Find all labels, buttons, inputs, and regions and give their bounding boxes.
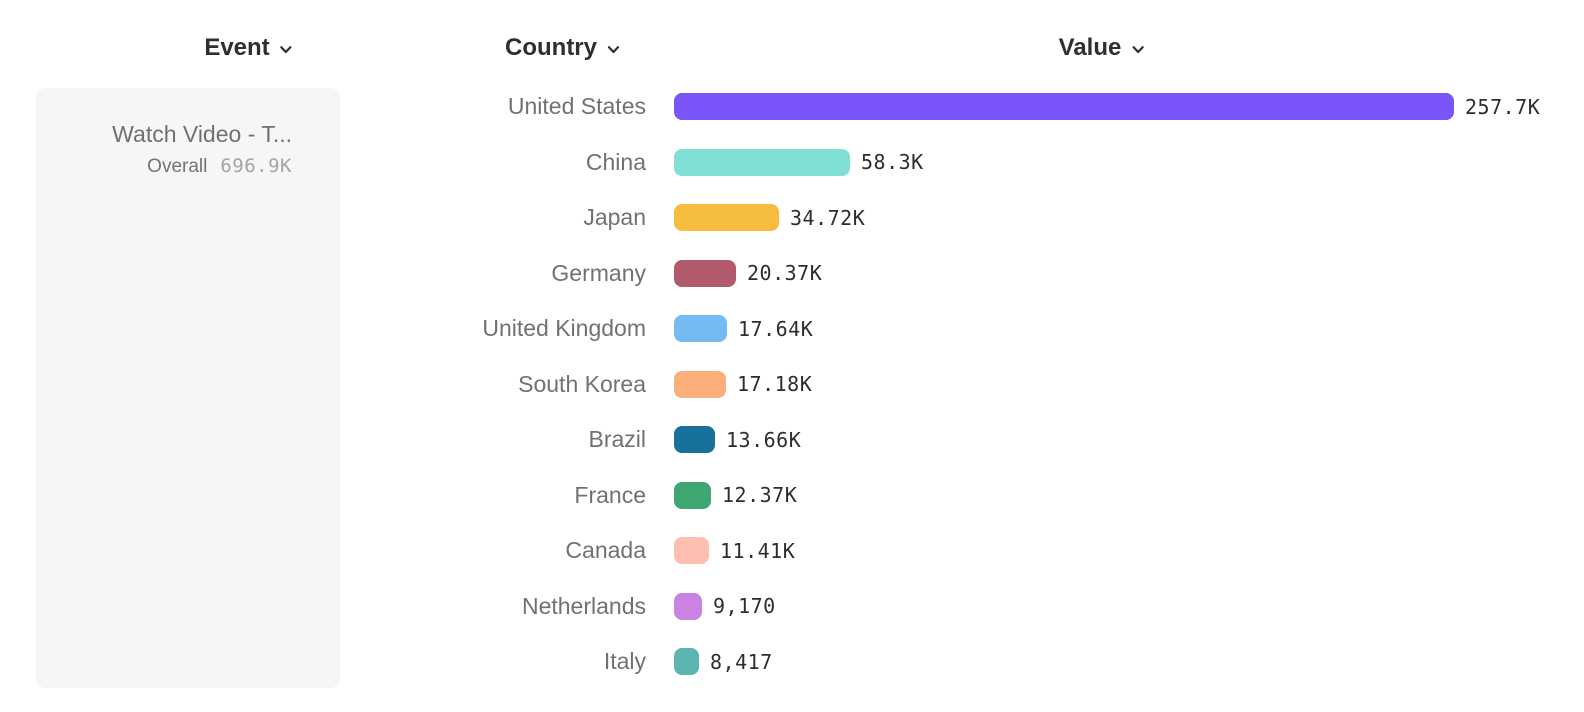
country-label: United States [507,93,646,120]
country-label: Italy [603,648,646,675]
value-bar[interactable] [674,315,727,343]
country-row: South Korea 17.18K [0,357,1584,413]
value-label: 11.41K [720,538,796,563]
country-label: United Kingdom [482,315,646,342]
country-row: Japan 34.72K [0,190,1584,246]
value-label: 257.7K [1465,94,1541,119]
value-label: 17.64K [738,316,814,341]
column-header-value-label: Value [1058,34,1122,61]
country-row: United Kingdom 17.64K [0,301,1584,357]
event-overall-metric: Overall 696.9K [56,155,292,178]
value-bar[interactable] [674,148,850,176]
value-bar[interactable] [674,204,779,232]
country-label: Netherlands [521,592,646,619]
value-label: 13.66K [726,427,802,452]
value-bar[interactable] [674,648,699,676]
country-row: Netherlands 9,170 [0,579,1584,635]
country-label: Japan [583,204,646,231]
country-label: Brazil [588,426,646,453]
event-card[interactable]: Watch Video - T... Overall 696.9K [36,88,340,688]
country-row: China 58.3K [0,135,1584,191]
value-bar[interactable] [674,426,715,454]
value-label: 8,417 [710,649,773,674]
country-label: Canada [565,537,646,564]
bar-cell: 17.18K [674,370,813,398]
value-label: 58.3K [861,150,924,175]
value-label: 12.37K [722,483,798,508]
event-title: Watch Video - T... [112,121,292,147]
column-header-country[interactable]: Country [505,34,621,62]
value-label: 20.37K [747,261,823,286]
bar-cell: 13.66K [674,426,802,454]
chevron-down-icon [1130,39,1145,57]
column-header-event[interactable]: Event [204,34,293,62]
chevron-down-icon [606,39,621,57]
bar-cell: 17.64K [674,315,814,343]
country-label: Germany [551,259,646,286]
overall-label: Overall [147,155,208,177]
chevron-down-icon [279,39,294,57]
value-bar[interactable] [674,481,711,509]
value-bar[interactable] [674,259,736,287]
country-label: China [585,148,646,175]
country-row: Germany 20.37K [0,246,1584,302]
bar-cell: 257.7K [674,93,1541,121]
bar-cell: 12.37K [674,481,798,509]
value-bar[interactable] [674,93,1454,121]
column-header-event-label: Event [204,34,270,61]
column-header-country-label: Country [505,34,597,61]
value-bar[interactable] [674,537,709,565]
value-label: 17.18K [737,372,813,397]
overall-value: 696.9K [220,154,292,177]
value-bar[interactable] [674,370,726,398]
country-row: Brazil 13.66K [0,412,1584,468]
country-row: France 12.37K [0,468,1584,524]
bar-cell: 9,170 [674,592,776,620]
country-label: France [574,481,646,508]
bar-cell: 11.41K [674,537,796,565]
country-row: Canada 11.41K [0,523,1584,579]
country-bar-chart: United States 257.7K China 58.3K Japan 3… [0,79,1584,690]
column-header-value[interactable]: Value [1059,34,1146,62]
value-label: 34.72K [790,205,866,230]
country-row: Italy 8,417 [0,634,1584,690]
country-row: United States 257.7K [0,79,1584,135]
bar-cell: 58.3K [674,148,924,176]
bar-cell: 8,417 [674,648,773,676]
value-bar[interactable] [674,592,702,620]
bar-cell: 34.72K [674,204,866,232]
value-label: 9,170 [713,594,776,619]
country-label: South Korea [518,370,646,397]
bar-cell: 20.37K [674,259,823,287]
